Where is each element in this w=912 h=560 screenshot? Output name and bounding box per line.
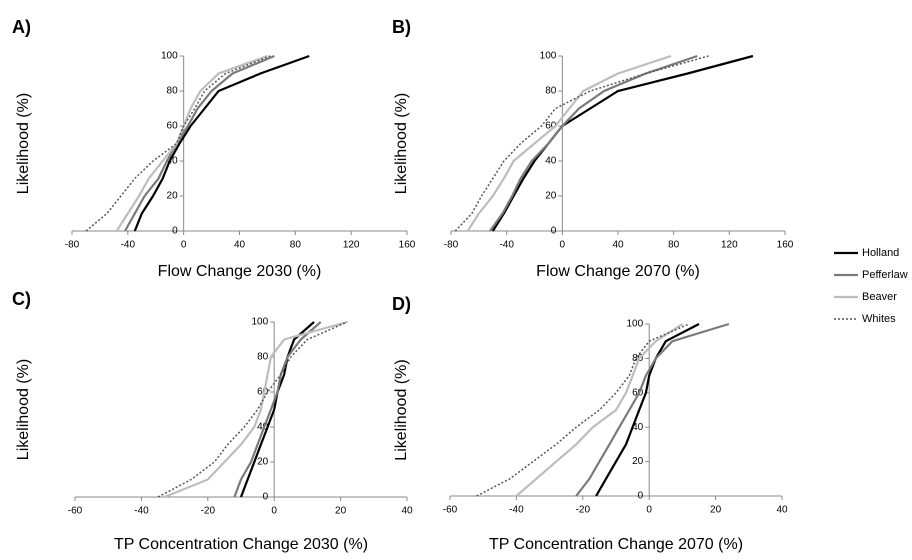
legend-label: Pefferlaw (862, 269, 908, 281)
panel-label: B) (392, 17, 411, 37)
y-tick-label: 0 (172, 226, 178, 237)
legend-label: Beaver (862, 291, 897, 303)
series-line (575, 322, 730, 497)
y-tick-label: 100 (161, 51, 178, 62)
x-axis-title: TP Concentration Change 2030 (%) (114, 536, 368, 553)
x-tick-label: 120 (721, 240, 738, 251)
y-tick-label: 20 (167, 191, 179, 202)
x-tick-label: 40 (612, 240, 624, 251)
y-tick-label: 60 (545, 121, 557, 132)
x-axis-title: TP Concentration Change 2070 (%) (489, 536, 743, 553)
x-tick-label: 160 (777, 240, 794, 251)
x-tick-label: 0 (646, 505, 652, 516)
series-line (489, 54, 698, 232)
series-line (454, 55, 709, 232)
series-line (85, 55, 271, 232)
series-line (515, 323, 683, 497)
legend-label: Holland (862, 247, 899, 259)
x-tick-label: -20 (201, 506, 216, 517)
x-tick-label: -80 (444, 240, 459, 251)
x-axis-title: Flow Change 2030 (%) (158, 263, 322, 280)
x-tick-label: 80 (290, 240, 302, 251)
x-tick-label: 120 (343, 240, 360, 251)
y-tick-label: 20 (257, 457, 269, 468)
series-line (164, 320, 348, 499)
y-axis-title: Likelihood (%) (393, 359, 410, 460)
x-tick-label: -40 (499, 240, 514, 251)
series-line (239, 321, 315, 498)
panel-label: C) (12, 289, 31, 309)
y-axis-title: Likelihood (%) (393, 93, 410, 194)
y-tick-label: 60 (167, 121, 179, 132)
series-line (466, 54, 672, 232)
series-line (595, 323, 700, 497)
x-tick-label: -40 (509, 505, 524, 516)
y-tick-label: 60 (257, 387, 269, 398)
legend-label: Whites (862, 313, 896, 325)
x-tick-label: 20 (335, 506, 347, 517)
x-tick-label: -60 (68, 506, 83, 517)
x-tick-label: -60 (443, 505, 458, 516)
x-tick-label: -40 (134, 506, 149, 517)
x-tick-label: 80 (668, 240, 680, 251)
series-line (115, 54, 268, 232)
y-tick-label: 20 (632, 456, 644, 467)
series-line (133, 54, 310, 232)
y-tick-label: 20 (545, 191, 557, 202)
y-tick-label: 40 (167, 156, 179, 167)
y-tick-label: 40 (545, 156, 557, 167)
y-tick-label: 0 (638, 491, 644, 502)
x-tick-label: 20 (710, 505, 722, 516)
y-tick-label: 100 (540, 51, 557, 62)
x-tick-label: 160 (399, 240, 416, 251)
series-line (476, 323, 690, 497)
x-tick-label: -40 (121, 240, 136, 251)
x-tick-label: -20 (576, 505, 591, 516)
y-tick-label: 0 (263, 492, 269, 503)
x-tick-label: 0 (181, 240, 187, 251)
y-axis-title: Likelihood (%) (15, 93, 32, 194)
x-tick-label: 40 (401, 506, 413, 517)
x-axis-title: Flow Change 2070 (%) (536, 263, 700, 280)
x-tick-label: 40 (776, 505, 788, 516)
y-tick-label: 80 (167, 86, 179, 97)
series-line (157, 321, 348, 498)
y-tick-label: 40 (632, 422, 644, 433)
y-tick-label: 80 (257, 352, 269, 363)
y-tick-label: 80 (545, 86, 557, 97)
x-tick-label: 0 (271, 506, 277, 517)
y-tick-label: 80 (632, 353, 644, 364)
y-axis-title: Likelihood (%) (15, 359, 32, 460)
panel-label: A) (12, 17, 31, 37)
y-tick-label: 0 (551, 226, 557, 237)
x-tick-label: 0 (560, 240, 566, 251)
y-tick-label: 100 (627, 319, 644, 330)
y-tick-label: 40 (257, 422, 269, 433)
series-line (233, 321, 322, 498)
panel-label: D) (392, 294, 411, 314)
x-tick-label: -80 (65, 240, 80, 251)
x-tick-label: 40 (234, 240, 246, 251)
y-tick-label: 100 (252, 317, 269, 328)
